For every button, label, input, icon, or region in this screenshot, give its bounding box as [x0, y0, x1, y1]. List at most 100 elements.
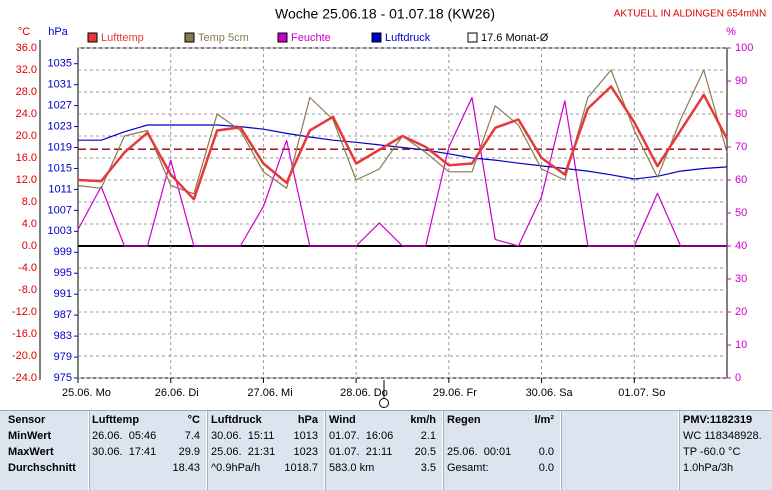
header-cell: Wind	[329, 414, 356, 426]
y2-tick-label: 987	[54, 309, 72, 321]
y2-tick-label: 975	[54, 372, 72, 384]
cursor-icon	[379, 398, 389, 408]
y2-tick-label: 995	[54, 267, 72, 279]
y-tick-label: 24.0	[16, 108, 37, 120]
header-unit: km/h	[410, 414, 436, 426]
y2-tick-label: 1023	[48, 120, 72, 132]
chart-subtitle: AKTUELL IN ALDINGEN 654mNN	[614, 9, 766, 20]
header-cell: Sensor	[8, 414, 46, 426]
y3-tick-label: 90	[735, 75, 747, 87]
stats-table: Sensor Lufttemp °C Luftdruck hPa Wind km/h Rege…	[0, 410, 772, 490]
cell-text: WC 118348928.	[683, 430, 762, 442]
y3-tick-label: 10	[735, 339, 747, 351]
header-cell: Lufttemp	[92, 414, 140, 426]
y3-tick-label: 60	[735, 174, 747, 186]
y3-tick-label: 20	[735, 306, 747, 318]
series-line	[78, 124, 728, 180]
y2-tick-label: 1003	[48, 225, 72, 237]
series-line	[77, 85, 729, 201]
y2-tick-label: 1019	[48, 141, 72, 153]
x-tick-label: 26.06. Di	[155, 387, 199, 399]
y-tick-label: 28.0	[16, 86, 37, 98]
y3-tick-label: 0	[735, 372, 741, 384]
x-tick-label: 28.06. Do	[340, 387, 388, 399]
x-tick-label: 25.06. Mo	[62, 387, 111, 399]
cell-value: 0.0	[538, 462, 554, 474]
header-unit: hPa	[297, 414, 318, 426]
y3-tick-label: 70	[735, 141, 747, 153]
chart: Woche 25.06.18 - 01.07.18 (KW26) AKTUELL…	[11, 5, 767, 408]
y2-axis-unit: hPa	[48, 26, 68, 38]
header-unit: l/m²	[534, 414, 554, 426]
y2-tick-label: 991	[54, 288, 72, 300]
column-separator	[324, 411, 326, 490]
chart-title: Woche 25.06.18 - 01.07.18 (KW26)	[275, 6, 495, 22]
cell-value: 1018.7	[284, 462, 318, 474]
legend-label: Temp 5cm	[198, 32, 249, 44]
cell-value: 20.5	[414, 446, 436, 458]
legend-swatch	[184, 32, 195, 43]
legend-swatch	[467, 32, 478, 43]
y-tick-label: 0.0	[22, 240, 37, 252]
column-separator	[678, 411, 680, 490]
cell-value: 1023	[293, 446, 318, 458]
cell-text: 01.07. 16:06	[329, 430, 394, 442]
y3-tick-label: 100	[735, 42, 753, 54]
y-tick-label: -16.0	[12, 328, 37, 340]
y3-tick-label: 30	[735, 273, 747, 285]
x-tick-label: 29.06. Fr	[433, 387, 477, 399]
y3-tick-label: 40	[735, 240, 747, 252]
cell-text: 26.06. 05:46	[92, 430, 157, 442]
column-separator	[88, 411, 90, 490]
plot-area	[77, 47, 728, 379]
y2-tick-label: 979	[54, 351, 72, 363]
y-tick-label: 20.0	[16, 130, 37, 142]
x-tick-label: 30.06. Sa	[526, 387, 574, 399]
x-tick-label: 01.07. So	[618, 387, 665, 399]
legend-label: Lufttemp	[101, 32, 144, 44]
y-tick-label: 8.0	[22, 196, 37, 208]
cell-value: 0.0	[538, 446, 554, 458]
y-tick-label: -20.0	[12, 350, 37, 362]
y2-tick-label: 999	[54, 246, 72, 258]
legend-swatch	[371, 32, 382, 43]
cell-text: 30.06. 15:11	[211, 430, 275, 442]
cell-value: 29.9	[178, 446, 200, 458]
cell-value: 7.4	[184, 430, 200, 442]
y2-tick-label: 1031	[48, 79, 72, 91]
header-cell: Luftdruck	[211, 414, 262, 426]
series-line	[77, 96, 727, 247]
y-tick-label: -4.0	[18, 262, 37, 274]
y3-axis-unit: %	[726, 26, 736, 38]
row-label: MinWert	[8, 430, 52, 442]
legend-label: Feuchte	[291, 32, 331, 44]
cell-text: 25.06. 00:01	[447, 446, 512, 458]
column-separator	[206, 411, 208, 490]
cell-text: 1.0hPa/3h	[683, 462, 734, 474]
y-tick-label: 36.0	[16, 42, 37, 54]
y2-tick-label: 983	[54, 330, 72, 342]
y-tick-label: -12.0	[12, 306, 37, 318]
y2-tick-label: 1015	[48, 162, 72, 174]
cell-text: 583.0 km	[329, 462, 375, 474]
header-cell: Regen	[447, 414, 481, 426]
legend-swatch	[87, 32, 98, 43]
y3-tick-label: 50	[735, 207, 747, 219]
cell-value: 18.43	[172, 462, 200, 474]
row-label: MaxWert	[8, 446, 54, 458]
cell-value: 3.5	[420, 462, 436, 474]
cell-text: 30.06. 17:41	[92, 446, 157, 458]
cell-text: TP -60.0 °C	[683, 446, 741, 458]
legend-swatch	[277, 32, 288, 43]
y-tick-label: -8.0	[18, 284, 37, 296]
cell-text: Gesamt:	[447, 462, 489, 474]
y2-tick-label: 1011	[48, 183, 72, 195]
y2-tick-label: 1027	[48, 100, 72, 112]
header-unit: °C	[187, 414, 200, 426]
y3-tick-label: 80	[735, 108, 747, 120]
y2-tick-label: 1035	[48, 58, 72, 70]
column-separator	[560, 411, 562, 490]
y-axis-unit: °C	[18, 26, 30, 38]
y-tick-label: 4.0	[22, 218, 37, 230]
